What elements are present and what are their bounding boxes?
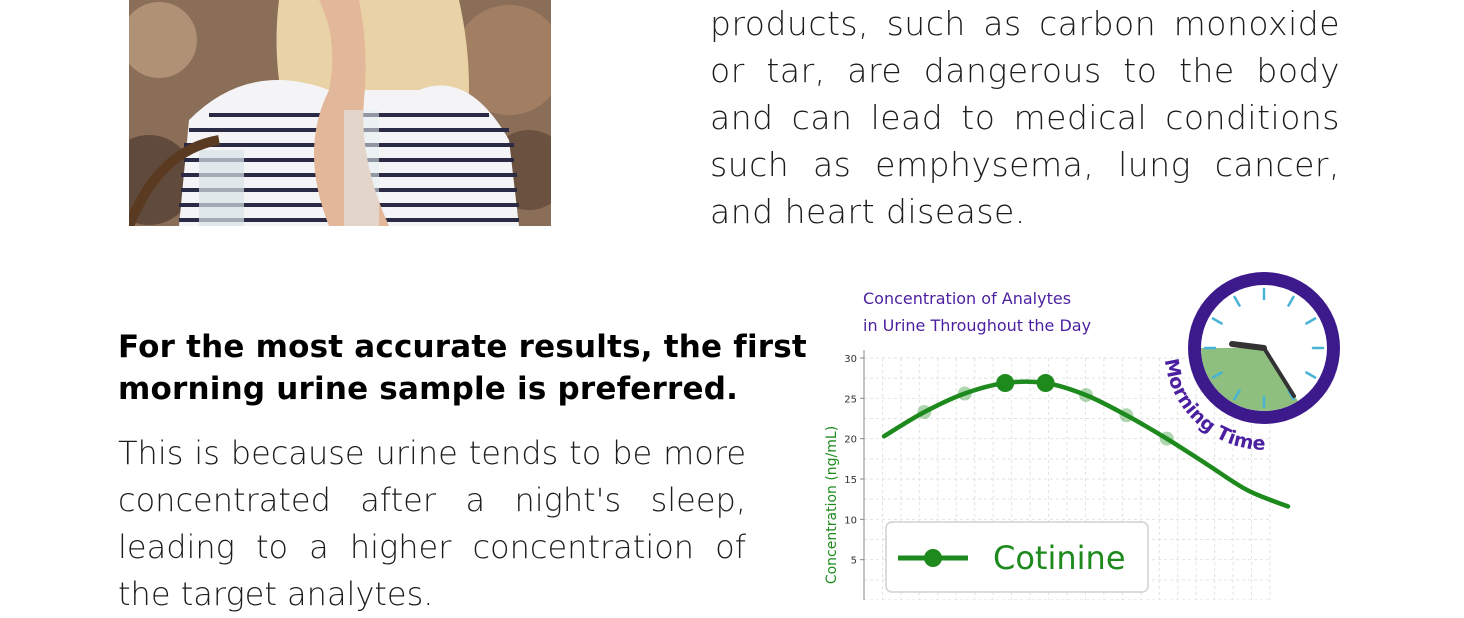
y-tick-label: 25 <box>844 394 857 405</box>
sample-heading: For the most accurate results, the first… <box>118 326 807 410</box>
clock-hour-hand <box>1229 341 1267 351</box>
paragraph-line: or tar, are dangerous to the body <box>710 51 1340 90</box>
paragraph-line: such as emphysema, lung cancer, <box>710 145 1340 184</box>
analyte-concentration-chart: Concentration of Analytes in Urine Throu… <box>800 260 1360 601</box>
paragraph-line: and can lead to medical conditions <box>710 98 1340 137</box>
heading-line-1: For the most accurate results, the first <box>118 329 807 365</box>
heading-line-2: morning urine sample is preferred. <box>118 371 739 407</box>
paragraph-line: the target analytes. <box>118 575 434 613</box>
y-tick-label: 20 <box>844 435 857 446</box>
paragraph-line: concentrated after a night's sleep, <box>118 481 746 519</box>
data-point-faded <box>1119 408 1134 423</box>
y-tick-label: 10 <box>844 515 857 526</box>
smoking-dangers-paragraph: products, such as carbon monoxide or tar… <box>710 0 1340 235</box>
paragraph-line: leading to a higher concentration of <box>118 528 746 566</box>
chart-title-line-1: Concentration of Analytes <box>863 289 1071 308</box>
clock-minute-hand <box>1262 346 1296 398</box>
legend-label-cotinine: Cotinine <box>993 539 1126 577</box>
paragraph-line: products, such as carbon monoxide <box>710 4 1340 43</box>
y-axis-label: Concentration (ng/mL) <box>824 426 840 584</box>
paragraph-line: This is because urine tends to be more <box>118 434 746 472</box>
data-point-highlighted <box>1036 374 1055 393</box>
data-point-faded <box>957 386 972 401</box>
woman-smoking-photo <box>129 0 551 226</box>
data-point-faded <box>917 405 932 420</box>
explanation-paragraph: This is because urine tends to be more c… <box>118 430 746 618</box>
paragraph-line: and heart disease. <box>710 192 1026 231</box>
chart-legend: Cotinine <box>885 521 1149 593</box>
legend-marker <box>924 549 942 567</box>
data-point-faded <box>1159 431 1174 446</box>
morning-clock-icon <box>1188 272 1340 424</box>
chart-svg: Concentration of Analytes in Urine Throu… <box>824 272 1340 601</box>
chart-title-line-2: in Urine Throughout the Day <box>863 316 1091 335</box>
series-line-cotinine <box>881 379 1291 509</box>
y-tick-label: 5 <box>851 556 857 567</box>
y-tick-label: 15 <box>844 475 857 486</box>
y-tick-label: 30 <box>844 354 857 365</box>
data-point-highlighted <box>996 374 1015 393</box>
data-point-faded <box>1079 388 1093 403</box>
